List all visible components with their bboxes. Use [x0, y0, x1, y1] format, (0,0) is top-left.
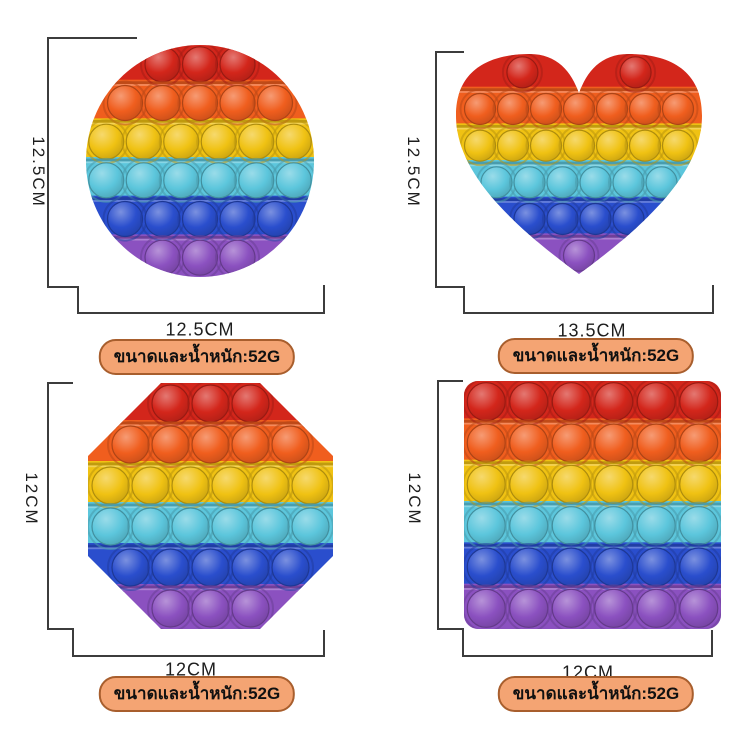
- product-panel-square: 12CM 12CM ขนาดและน้ำหนัก:52G: [366, 366, 733, 733]
- toy-body: [456, 54, 702, 274]
- toy-figure-circle: [47, 37, 325, 314]
- product-panel-heart: 12.5CM 13.5CM ขนาดและน้ำหนัก:52G: [366, 0, 733, 374]
- product-panel-circle: 12.5CM 12.5CM ขนาดและน้ำหนัก:52G: [0, 0, 367, 375]
- toy-figure-octagon: [47, 382, 333, 657]
- height-dimension-label: 12CM: [22, 472, 41, 526]
- toy-body: [464, 381, 721, 629]
- width-dimension-label: 12.5CM: [165, 319, 235, 340]
- toy-body: [88, 383, 333, 629]
- dimension-lines: [435, 51, 714, 314]
- height-dimension-label: 12.5CM: [29, 136, 48, 208]
- toy-figure-square: [437, 380, 721, 657]
- width-dimension-label: 12CM: [164, 659, 218, 680]
- width-dimension-label: 13.5CM: [557, 320, 627, 341]
- weight-size-badge: ขนาดและน้ำหนัก:52G: [497, 338, 695, 374]
- toy-figure-heart: [435, 51, 714, 314]
- dimension-lines: [47, 382, 325, 657]
- height-dimension-label: 12.5CM: [404, 136, 423, 208]
- height-dimension-label: 12CM: [405, 472, 424, 526]
- toy-body: [86, 45, 314, 277]
- dimension-lines: [437, 380, 713, 657]
- weight-size-badge: ขนาดและน้ำหนัก:52G: [98, 676, 296, 712]
- product-panel-octagon: 12CM 12CM ขนาดและน้ำหนัก:52G: [0, 366, 367, 733]
- weight-size-badge: ขนาดและน้ำหนัก:52G: [497, 676, 695, 712]
- dimension-lines: [47, 37, 325, 314]
- weight-size-badge: ขนาดและน้ำหนัก:52G: [98, 339, 296, 375]
